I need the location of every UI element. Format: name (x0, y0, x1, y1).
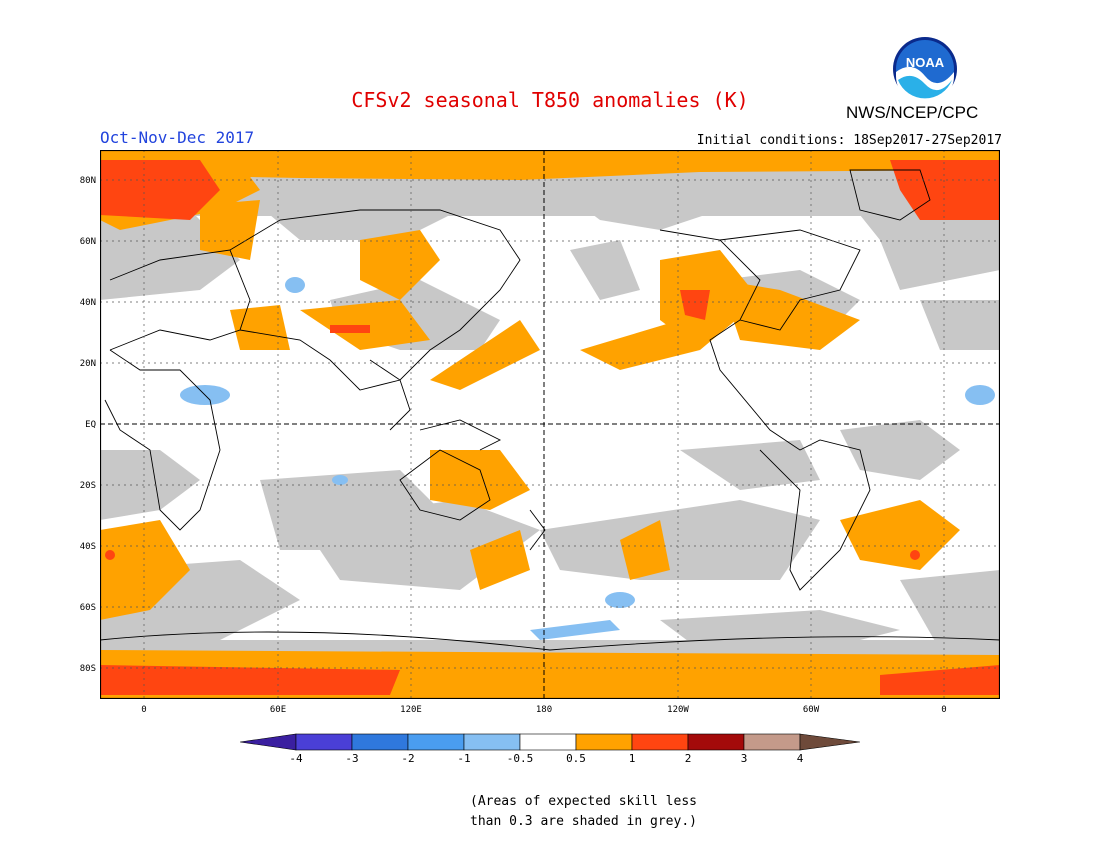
colorbar-label: -2 (401, 752, 415, 765)
skill-note: (Areas of expected skill less than 0.3 a… (470, 792, 697, 832)
lat-label-60n: 60N (79, 237, 96, 247)
colorbar-swatch (631, 733, 689, 751)
colorbar-label: -3 (345, 752, 359, 765)
logo-text: NOAA (906, 55, 945, 70)
colorbar-label: 3 (740, 752, 748, 765)
forecast-period: Oct-Nov-Dec 2017 (100, 128, 255, 147)
color-bar (239, 732, 861, 772)
initial-conditions: Initial conditions: 18Sep2017-27Sep2017 (696, 133, 1002, 148)
colorbar-swatch (743, 733, 801, 751)
lat-label-eq: EQ (85, 420, 96, 430)
colorbar-label: 4 (796, 752, 804, 765)
lon-label-0-right: 0 (941, 705, 947, 715)
map-frame (99, 149, 1001, 700)
colorbar-swatch (519, 733, 577, 751)
agency-label: NWS/NCEP/CPC (846, 103, 979, 122)
noaa-logo: NOAA (892, 36, 958, 105)
colorbar-arrow-left (239, 733, 297, 751)
colorbar-label: -1 (457, 752, 471, 765)
map-title: CFSv2 seasonal T850 anomalies (K) (351, 88, 749, 112)
colorbar-label: -4 (289, 752, 303, 765)
skill-note-line1: (Areas of expected skill less (470, 794, 697, 809)
colorbar-swatch (575, 733, 633, 751)
lon-label-60e: 60E (269, 705, 287, 715)
colorbar-swatch (463, 733, 521, 751)
colorbar-label: 1 (628, 752, 636, 765)
coastlines (99, 169, 1001, 651)
lon-label-0: 0 (141, 705, 147, 715)
lon-label-180: 180 (535, 705, 553, 715)
lon-label-120e: 120E (400, 705, 422, 715)
anomaly-map (99, 149, 1001, 700)
warm-anomaly-areas (100, 150, 1000, 699)
colorbar-swatch (407, 733, 465, 751)
colorbar-swatch (687, 733, 745, 751)
colorbar-label: 0.5 (566, 752, 586, 765)
lat-label-20n: 20N (79, 359, 96, 369)
colorbar-swatch (351, 733, 409, 751)
lon-label-60w: 60W (802, 705, 820, 715)
lat-label-40n: 40N (79, 298, 96, 308)
lat-label-80s: 80S (79, 664, 96, 674)
colorbar-arrow-right (799, 733, 861, 751)
lat-lon-grid (100, 150, 1000, 699)
lat-label-60s: 60S (79, 603, 96, 613)
colorbar-label: 2 (684, 752, 692, 765)
lat-label-40s: 40S (79, 542, 96, 552)
strong-warm-anomaly-areas (100, 160, 1000, 695)
lat-label-80n: 80N (79, 176, 96, 186)
lon-label-120w: 120W (667, 705, 689, 715)
equator-dateline (100, 150, 1000, 699)
colorbar-label: -0.5 (506, 752, 534, 765)
skill-note-line2: than 0.3 are shaded in grey.) (470, 814, 697, 829)
colorbar-swatch (295, 733, 353, 751)
lat-label-20s: 20S (79, 481, 96, 491)
